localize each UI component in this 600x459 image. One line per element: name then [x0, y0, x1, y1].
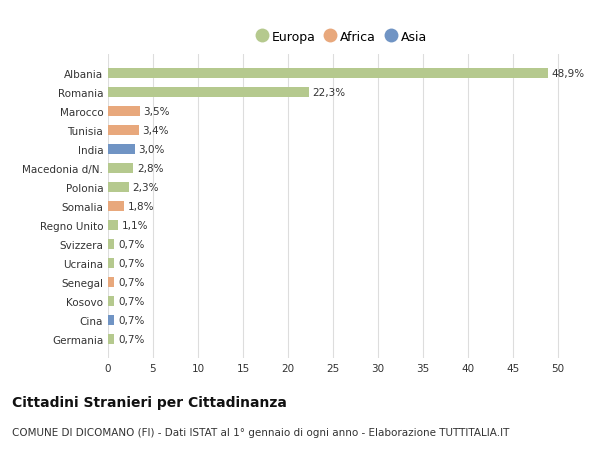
Text: 0,7%: 0,7%	[118, 334, 144, 344]
Text: 0,7%: 0,7%	[118, 258, 144, 269]
Text: 3,5%: 3,5%	[143, 107, 170, 117]
Bar	[108, 277, 114, 287]
Bar	[108, 220, 118, 231]
Text: 2,8%: 2,8%	[137, 164, 163, 174]
Bar	[108, 106, 139, 117]
Bar	[108, 315, 114, 325]
Text: 0,7%: 0,7%	[118, 315, 144, 325]
Bar	[108, 126, 139, 136]
Bar	[108, 296, 114, 307]
Bar	[108, 69, 548, 79]
Bar	[108, 334, 114, 344]
Text: 22,3%: 22,3%	[312, 88, 346, 98]
Bar	[108, 202, 124, 212]
Bar	[108, 239, 114, 250]
Text: 48,9%: 48,9%	[552, 69, 585, 79]
Text: COMUNE DI DICOMANO (FI) - Dati ISTAT al 1° gennaio di ogni anno - Elaborazione T: COMUNE DI DICOMANO (FI) - Dati ISTAT al …	[12, 427, 509, 437]
Bar	[108, 145, 135, 155]
Bar	[108, 258, 114, 269]
Text: 0,7%: 0,7%	[118, 296, 144, 306]
Text: 0,7%: 0,7%	[118, 240, 144, 249]
Bar	[108, 88, 309, 98]
Bar	[108, 182, 128, 193]
Text: Cittadini Stranieri per Cittadinanza: Cittadini Stranieri per Cittadinanza	[12, 395, 287, 409]
Text: 3,0%: 3,0%	[139, 145, 165, 155]
Text: 2,3%: 2,3%	[133, 183, 159, 193]
Text: 0,7%: 0,7%	[118, 277, 144, 287]
Text: 3,4%: 3,4%	[142, 126, 169, 136]
Legend: Europa, Africa, Asia: Europa, Africa, Asia	[257, 31, 427, 44]
Bar	[108, 163, 133, 174]
Text: 1,1%: 1,1%	[121, 220, 148, 230]
Text: 1,8%: 1,8%	[128, 202, 154, 212]
